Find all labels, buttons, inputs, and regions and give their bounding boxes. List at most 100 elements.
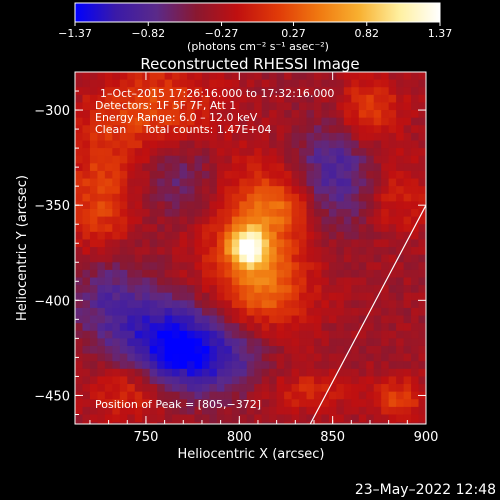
heatmap-cell bbox=[157, 186, 166, 195]
heatmap-cell bbox=[261, 208, 270, 218]
heatmap-cell bbox=[149, 117, 158, 126]
heatmap-cell bbox=[127, 216, 136, 225]
heatmap-cell bbox=[157, 224, 166, 233]
heatmap-cell bbox=[269, 208, 278, 218]
heatmap-cell bbox=[187, 368, 195, 377]
heatmap-cell bbox=[201, 193, 210, 202]
heatmap-cell bbox=[127, 376, 136, 385]
heatmap-cell bbox=[388, 422, 397, 424]
heatmap-cell bbox=[291, 140, 300, 149]
heatmap-cell bbox=[172, 422, 181, 424]
heatmap-cell bbox=[276, 384, 285, 393]
heatmap-cell bbox=[418, 307, 426, 317]
heatmap-cell bbox=[179, 254, 188, 263]
heatmap-cell bbox=[313, 178, 322, 187]
heatmap-cell bbox=[321, 102, 330, 111]
heatmap-cell bbox=[239, 414, 248, 423]
heatmap-cell bbox=[403, 208, 412, 218]
heatmap-cell bbox=[261, 140, 270, 149]
heatmap-cell bbox=[97, 277, 106, 286]
heatmap-cell bbox=[164, 110, 173, 119]
heatmap-cell bbox=[239, 338, 248, 347]
heatmap-cell bbox=[89, 79, 98, 88]
heatmap-cell bbox=[239, 300, 248, 309]
heatmap-cell bbox=[336, 102, 345, 111]
heatmap-cell bbox=[157, 399, 166, 408]
heatmap-cell bbox=[104, 384, 113, 393]
heatmap-cell bbox=[403, 269, 412, 278]
heatmap-cell bbox=[112, 148, 121, 157]
heatmap-cell bbox=[82, 247, 91, 256]
heatmap-cell bbox=[239, 285, 248, 294]
heatmap-cell bbox=[216, 208, 225, 218]
heatmap-cell bbox=[313, 338, 322, 347]
heatmap-cell bbox=[328, 224, 337, 233]
heatmap-cell bbox=[194, 330, 203, 339]
heatmap-cell bbox=[321, 376, 330, 385]
heatmap-cell bbox=[343, 399, 352, 408]
heatmap-cell bbox=[157, 163, 166, 172]
heatmap-cell bbox=[246, 79, 255, 88]
heatmap-cell bbox=[201, 338, 210, 347]
heatmap-cell bbox=[224, 247, 233, 256]
heatmap-cell bbox=[254, 376, 263, 385]
heatmap-cell bbox=[343, 163, 352, 172]
heatmap-cell bbox=[284, 376, 293, 385]
heatmap-cell bbox=[127, 125, 136, 134]
heatmap-cell bbox=[366, 384, 375, 393]
heatmap-cell bbox=[231, 193, 240, 202]
heatmap-cell bbox=[254, 292, 263, 301]
heatmap-cell bbox=[388, 254, 397, 263]
heatmap-cell bbox=[403, 117, 412, 126]
heatmap-cell bbox=[142, 262, 151, 271]
heatmap-cell bbox=[201, 201, 210, 210]
heatmap-cell bbox=[426, 194, 434, 202]
heatmap-cell bbox=[284, 399, 293, 408]
heatmap-cell bbox=[388, 201, 397, 210]
heatmap-cell bbox=[366, 292, 375, 301]
heatmap-cell bbox=[418, 117, 426, 126]
heatmap-cell bbox=[358, 117, 367, 126]
heatmap-cell bbox=[75, 170, 83, 180]
heatmap-cell bbox=[134, 315, 143, 324]
heatmap-cell bbox=[134, 140, 143, 149]
heatmap-cell bbox=[276, 315, 285, 324]
heatmap-cell bbox=[373, 186, 382, 195]
heatmap-cell bbox=[104, 262, 113, 271]
heatmap-cell bbox=[411, 148, 420, 157]
heatmap-cell bbox=[75, 94, 83, 103]
heatmap-cell bbox=[179, 338, 188, 347]
heatmap-cell bbox=[276, 406, 285, 415]
heatmap-cell bbox=[224, 376, 233, 385]
heatmap-cell bbox=[388, 247, 397, 256]
heatmap-cell bbox=[321, 216, 330, 225]
heatmap-cell bbox=[426, 224, 434, 232]
heatmap-cell bbox=[261, 163, 270, 172]
heatmap-cell bbox=[134, 125, 143, 134]
heatmap-cell bbox=[112, 330, 121, 339]
heatmap-cell bbox=[172, 384, 181, 393]
heatmap-cell bbox=[321, 231, 330, 240]
heatmap-cell bbox=[179, 285, 188, 294]
heatmap-cell bbox=[224, 117, 233, 126]
heatmap-cell bbox=[97, 155, 106, 164]
heatmap-cell bbox=[366, 239, 375, 248]
heatmap-cell bbox=[209, 262, 218, 271]
heatmap-cell bbox=[127, 247, 136, 256]
heatmap-cell bbox=[276, 262, 285, 271]
heatmap-cell bbox=[343, 178, 352, 187]
heatmap-cell bbox=[134, 323, 143, 332]
heatmap-cell bbox=[254, 208, 263, 218]
heatmap-cell bbox=[209, 422, 218, 424]
heatmap-cell bbox=[269, 163, 278, 172]
heatmap-cell bbox=[75, 338, 83, 347]
heatmap-cell bbox=[313, 224, 322, 233]
heatmap-cell bbox=[187, 201, 195, 210]
heatmap-cell bbox=[172, 178, 181, 187]
heatmap-cell bbox=[351, 208, 360, 218]
heatmap-cell bbox=[164, 186, 173, 195]
heatmap-cell bbox=[291, 208, 300, 218]
heatmap-cell bbox=[373, 262, 382, 271]
heatmap-cell bbox=[366, 285, 375, 294]
heatmap-cell bbox=[328, 384, 337, 393]
